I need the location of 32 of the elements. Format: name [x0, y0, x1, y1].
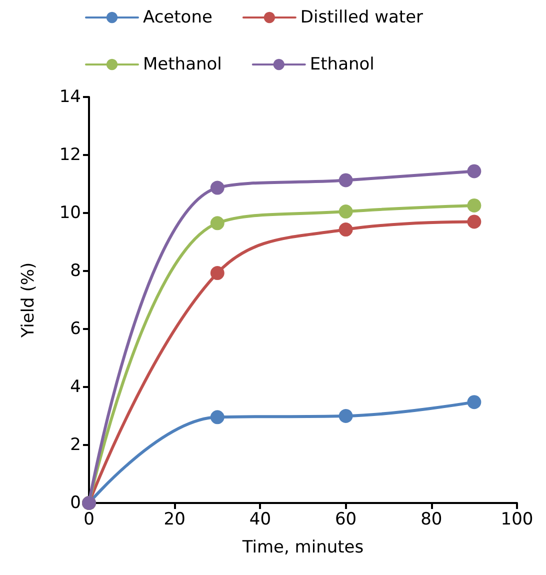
point	[467, 198, 482, 212]
point	[210, 410, 224, 424]
legend-label: Acetone	[143, 8, 212, 28]
y-tick-label: 0	[70, 493, 81, 513]
y-tick-label: 8	[70, 261, 81, 281]
x-tick-label: 0	[84, 510, 94, 530]
x-tick-label: 80	[420, 510, 442, 530]
x-tick-label: 100	[500, 510, 534, 530]
x-axis-title: Time, minutes	[241, 538, 364, 558]
point	[210, 180, 224, 195]
legend-label: Ethanol	[310, 54, 374, 74]
point	[467, 395, 482, 410]
legend-label: Distilled water	[300, 8, 424, 28]
y-axis-title: Yield (%)	[18, 262, 38, 339]
point	[210, 216, 224, 230]
x-tick-label: 20	[164, 510, 186, 530]
point	[338, 222, 353, 237]
legend-label: Methanol	[143, 54, 222, 74]
y-tick-label: 14	[59, 87, 81, 107]
x-tick-label: 60	[334, 510, 357, 530]
point	[210, 266, 224, 280]
point	[338, 204, 353, 219]
y-tick-label: 2	[70, 435, 81, 455]
y-tick-label: 6	[70, 319, 81, 339]
point	[467, 164, 482, 178]
y-tick-label: 10	[59, 203, 81, 223]
point	[338, 409, 353, 423]
x-tick-label: 40	[249, 510, 272, 530]
y-tick-label: 12	[59, 145, 81, 165]
y-tick-label: 4	[70, 377, 81, 397]
point	[467, 214, 482, 229]
point	[338, 173, 353, 188]
